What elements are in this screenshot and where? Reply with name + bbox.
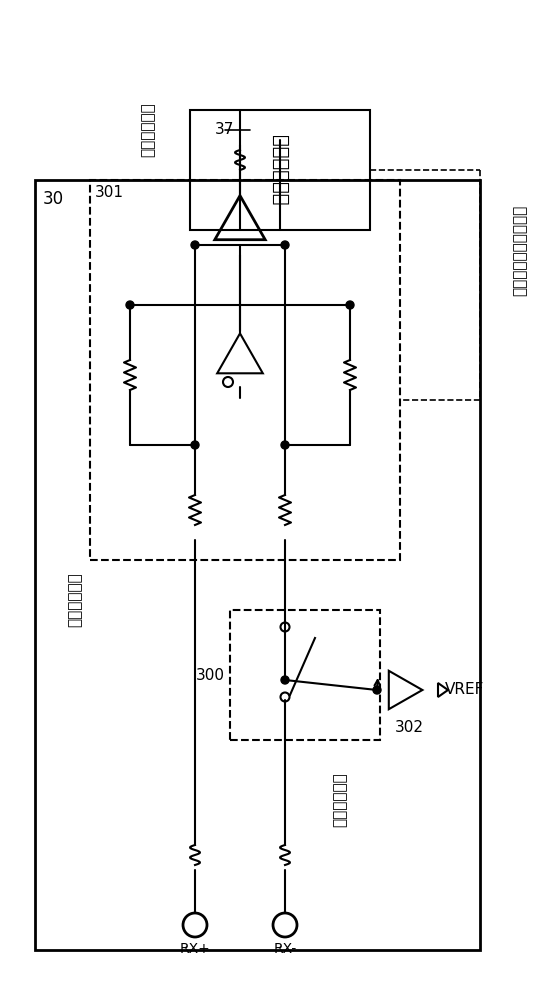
Circle shape [281,241,289,249]
Text: 断线检测模块: 断线检测模块 [271,135,289,205]
Circle shape [281,676,289,684]
Text: VREF: VREF [445,682,485,698]
Text: 差分合成信号: 差分合成信号 [140,103,156,157]
Circle shape [126,301,134,309]
Circle shape [191,441,199,449]
Text: RX+: RX+ [180,942,210,956]
Text: 300: 300 [196,668,225,682]
Text: 37: 37 [215,122,234,137]
Text: 负的接收信号: 负的接收信号 [333,773,348,827]
Text: 差分开关模块控制信号: 差分开关模块控制信号 [513,204,527,296]
Circle shape [346,301,354,309]
Circle shape [281,441,289,449]
Text: 301: 301 [95,185,124,200]
Text: 302: 302 [395,720,424,736]
Circle shape [191,241,199,249]
Circle shape [373,686,381,694]
Text: RX-: RX- [273,942,296,956]
Text: 30: 30 [43,190,64,208]
Text: 正的接收信号: 正的接收信号 [68,573,82,627]
